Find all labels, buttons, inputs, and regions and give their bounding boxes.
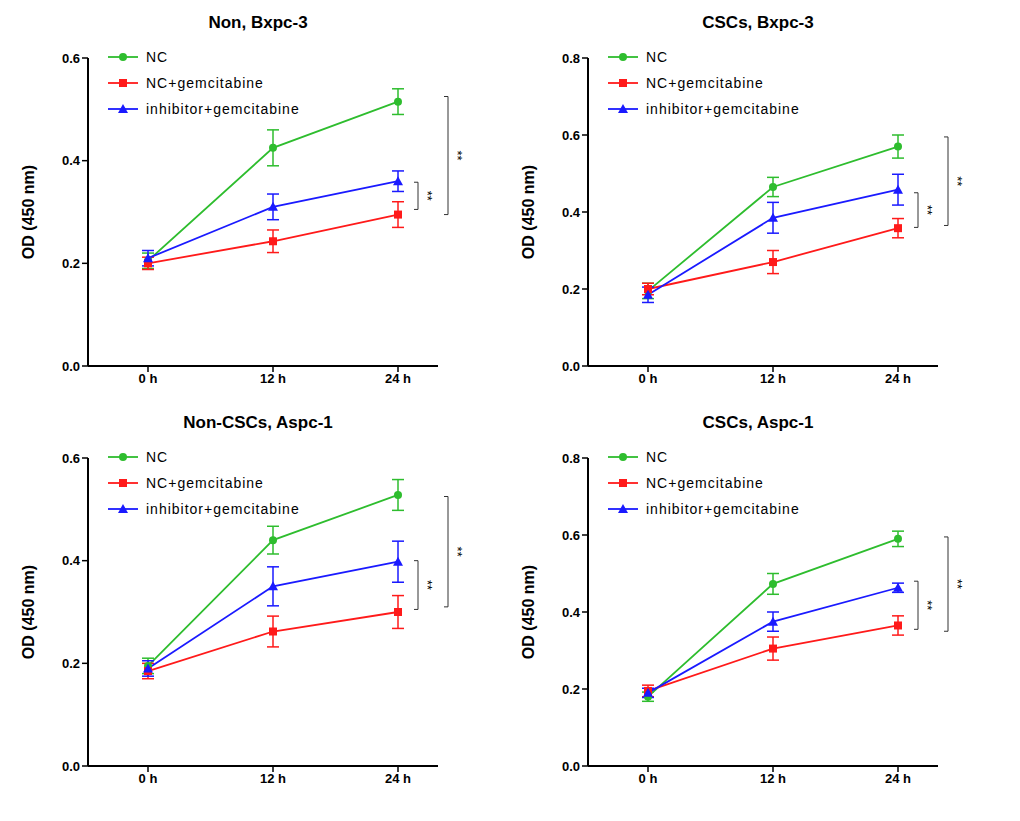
svg-text:**: **	[950, 176, 965, 186]
svg-text:0.0: 0.0	[62, 359, 80, 374]
svg-text:0.4: 0.4	[562, 205, 581, 220]
html-text:NC: NC	[146, 449, 169, 465]
html-text:NC: NC	[146, 49, 169, 65]
svg-text:12 h: 12 h	[260, 771, 286, 786]
svg-text:**: **	[450, 547, 465, 557]
svg-text:24 h: 24 h	[385, 771, 411, 786]
svg-text:0 h: 0 h	[639, 371, 658, 386]
svg-text:0.6: 0.6	[62, 51, 80, 66]
svg-text:0 h: 0 h	[139, 371, 158, 386]
svg-text:0.2: 0.2	[62, 656, 80, 671]
svg-text:0 h: 0 h	[139, 771, 158, 786]
html-text:inhibitor+gemcitabine: inhibitor+gemcitabine	[146, 101, 300, 117]
html-text:NC: NC	[646, 49, 669, 65]
html-text:Non, Bxpc-3: Non, Bxpc-3	[208, 13, 308, 32]
svg-text:**: **	[420, 580, 435, 590]
html-text:NC+gemcitabine: NC+gemcitabine	[646, 75, 764, 91]
svg-text:OD (450 nm): OD (450 nm)	[520, 565, 537, 659]
svg-text:24 h: 24 h	[385, 371, 411, 386]
html-text:NC+gemcitabine: NC+gemcitabine	[146, 475, 264, 491]
html-text:CSCs, Aspc-1: CSCs, Aspc-1	[702, 413, 814, 432]
svg-text:12 h: 12 h	[760, 371, 786, 386]
svg-text:**: **	[920, 205, 935, 215]
svg-text:**: **	[420, 191, 435, 201]
html-text:inhibitor+gemcitabine: inhibitor+gemcitabine	[646, 101, 800, 117]
html-text:NC+gemcitabine: NC+gemcitabine	[146, 75, 264, 91]
svg-text:0.8: 0.8	[562, 451, 580, 466]
html-text:CSCs, Bxpc-3: CSCs, Bxpc-3	[702, 13, 814, 32]
svg-text:**: **	[450, 150, 465, 160]
svg-text:12 h: 12 h	[260, 371, 286, 386]
svg-text:OD (450 nm): OD (450 nm)	[520, 165, 537, 259]
svg-text:0.2: 0.2	[562, 682, 580, 697]
svg-text:12 h: 12 h	[760, 771, 786, 786]
svg-text:OD (450 nm): OD (450 nm)	[20, 565, 37, 659]
svg-text:0.4: 0.4	[562, 605, 581, 620]
html-text:Non-CSCs, Aspc-1: Non-CSCs, Aspc-1	[183, 413, 333, 432]
svg-text:0.6: 0.6	[62, 451, 80, 466]
svg-text:0.2: 0.2	[62, 256, 80, 271]
svg-text:0.4: 0.4	[62, 553, 81, 568]
svg-text:0.0: 0.0	[62, 759, 80, 774]
svg-text:0.8: 0.8	[562, 51, 580, 66]
html-text:NC: NC	[646, 449, 669, 465]
svg-text:24 h: 24 h	[885, 371, 911, 386]
html-text:inhibitor+gemcitabine: inhibitor+gemcitabine	[646, 501, 800, 517]
html-text:inhibitor+gemcitabine: inhibitor+gemcitabine	[146, 501, 300, 517]
svg-text:0.0: 0.0	[562, 359, 580, 374]
svg-text:0.6: 0.6	[562, 528, 580, 543]
svg-text:OD (450 nm): OD (450 nm)	[20, 165, 37, 259]
svg-text:0 h: 0 h	[639, 771, 658, 786]
svg-text:0.6: 0.6	[562, 128, 580, 143]
svg-text:0.2: 0.2	[562, 282, 580, 297]
svg-text:0.0: 0.0	[562, 759, 580, 774]
svg-text:**: **	[920, 600, 935, 610]
html-text:NC+gemcitabine: NC+gemcitabine	[646, 475, 764, 491]
svg-text:24 h: 24 h	[885, 771, 911, 786]
svg-text:0.4: 0.4	[62, 153, 81, 168]
svg-text:**: **	[950, 579, 965, 589]
